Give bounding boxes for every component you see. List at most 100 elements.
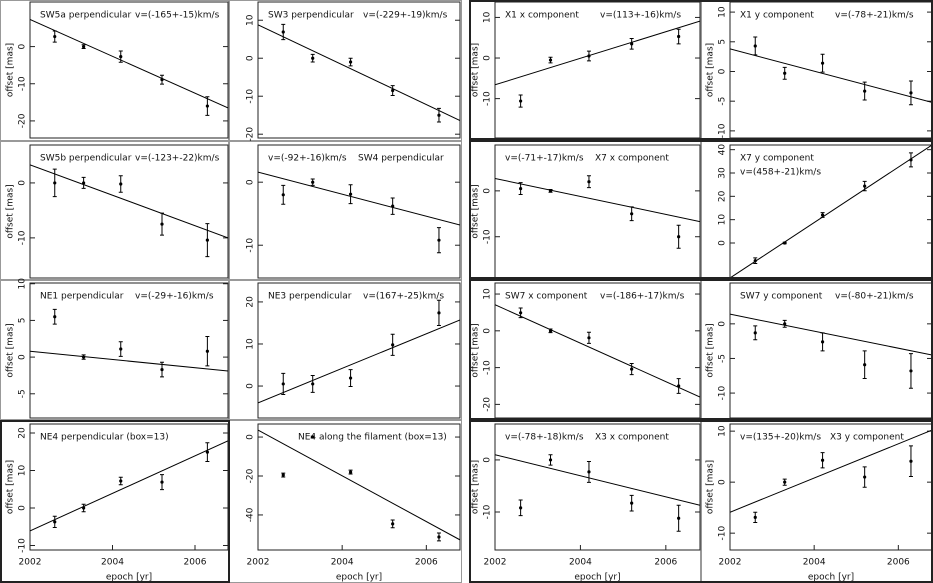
data-point xyxy=(783,241,787,245)
panel-box xyxy=(229,280,462,420)
x-tick-label: 2002 xyxy=(19,558,42,568)
panel-title: X3 y component xyxy=(830,433,904,443)
y-axis-label: offset [mas] xyxy=(706,323,716,377)
fit-line xyxy=(30,440,228,532)
data-point xyxy=(311,382,315,386)
y-tick-label: -10 xyxy=(483,229,493,244)
velocity-annotation: v=(135+-20)km/s xyxy=(740,433,821,443)
data-point xyxy=(311,180,315,184)
y-tick-label: -20 xyxy=(483,397,493,412)
y-tick-label: -10 xyxy=(483,504,493,519)
y-tick-label: 10 xyxy=(718,6,728,18)
y-axis-label: offset [mas] xyxy=(471,323,481,377)
data-point xyxy=(53,34,57,39)
y-tick-label: 0 xyxy=(246,179,256,185)
y-tick-label: -10 xyxy=(18,76,28,91)
block-border xyxy=(469,420,933,583)
panel: 0 -10 SW4 perpendicular v=(-92+-16)km/s xyxy=(229,141,462,280)
x-tick-label: 2006 xyxy=(654,558,677,568)
y-tick-label: 0 xyxy=(483,457,493,463)
y-axis-label: offset [mas] xyxy=(6,460,16,514)
x-tick-label: 2004 xyxy=(331,558,354,568)
plot-frame xyxy=(29,282,229,419)
velocity-annotation: v=(-71+-17)km/s xyxy=(505,154,584,164)
data-point xyxy=(548,58,553,62)
y-tick-label: -40 xyxy=(246,507,256,522)
y-tick-label: 20 xyxy=(18,427,28,439)
data-point xyxy=(391,88,395,93)
x-tick-label: 2004 xyxy=(101,558,124,568)
data-point xyxy=(348,60,353,64)
data-point xyxy=(391,522,395,526)
data-point xyxy=(53,181,57,185)
data-point xyxy=(119,182,123,186)
y-tick-label: -10 xyxy=(246,238,256,253)
y-tick-label: 0 xyxy=(246,383,256,389)
y-tick-label: 10 xyxy=(483,288,493,300)
velocity-annotation: v=(-165+-15)km/s xyxy=(135,11,220,21)
fit-line xyxy=(730,145,932,278)
data-point xyxy=(437,311,441,315)
panel-title: NE4 along the filament (box=13) xyxy=(298,433,447,443)
data-point xyxy=(909,158,913,162)
block-border xyxy=(469,0,933,140)
data-point xyxy=(519,186,523,191)
data-point xyxy=(205,238,209,242)
panel-title: NE3 perpendicular xyxy=(268,292,352,302)
fit-line xyxy=(258,24,460,121)
data-point xyxy=(863,89,867,93)
x-tick-label: 2006 xyxy=(415,558,438,568)
data-point xyxy=(677,235,681,239)
y-tick-label: -10 xyxy=(246,89,256,104)
y-tick-label: 10 xyxy=(483,11,493,23)
data-point xyxy=(820,213,825,217)
y-tick-label: 30 xyxy=(718,167,728,179)
data-point xyxy=(677,516,681,520)
data-point xyxy=(863,363,867,367)
panel-title: X7 x component xyxy=(595,154,669,164)
panel-title: SW7 y component xyxy=(740,292,823,302)
y-tick-label: 20 xyxy=(718,190,728,202)
y-tick-label: -5 xyxy=(718,354,728,363)
data-point xyxy=(630,212,634,216)
y-tick-label: -10 xyxy=(18,538,28,553)
y-tick-label: 10 xyxy=(718,425,728,437)
velocity-annotation: v=(-80+-21)km/s xyxy=(835,292,914,302)
data-point xyxy=(677,34,681,39)
data-point xyxy=(783,322,787,326)
data-point xyxy=(119,347,123,351)
velocity-annotation: v=(-123+-22)km/s xyxy=(135,154,220,164)
y-tick-label: -5 xyxy=(18,389,28,398)
plot-frame xyxy=(29,144,229,279)
data-point xyxy=(160,222,164,226)
y-tick-label: 0 xyxy=(18,505,28,511)
fit-line xyxy=(495,454,700,506)
fit-line xyxy=(30,164,228,239)
y-axis-label: offset [mas] xyxy=(471,460,481,514)
y-axis-label: offset [mas] xyxy=(471,43,481,97)
y-tick-label: 0 xyxy=(483,188,493,194)
panel-title: SW5a perpendicular xyxy=(40,11,131,21)
data-point xyxy=(548,329,553,333)
panel-title: SW3 perpendicular xyxy=(268,11,354,21)
data-point xyxy=(519,99,523,103)
data-point xyxy=(630,501,634,505)
panel-title: X1 x component xyxy=(505,11,579,21)
data-point xyxy=(391,343,395,347)
y-tick-label: 0 xyxy=(246,55,256,61)
y-axis-label: offset [mas] xyxy=(706,43,716,97)
y-axis-label: offset [mas] xyxy=(6,323,16,377)
y-axis-label: offset [mas] xyxy=(6,184,16,238)
panel: 0 -10 -20 offset [mas] SW5a perpendicular v=(… xyxy=(0,0,229,141)
panel-title: NE4 perpendicular (box=13) xyxy=(40,433,169,443)
data-point xyxy=(281,473,285,477)
x-tick-label: 2006 xyxy=(184,558,207,568)
data-point xyxy=(548,189,553,193)
x-axis-label: epoch [yr] xyxy=(808,573,854,583)
panel-title: SW7 x component xyxy=(505,292,588,302)
fit-line xyxy=(30,350,228,372)
fit-line xyxy=(730,429,932,513)
